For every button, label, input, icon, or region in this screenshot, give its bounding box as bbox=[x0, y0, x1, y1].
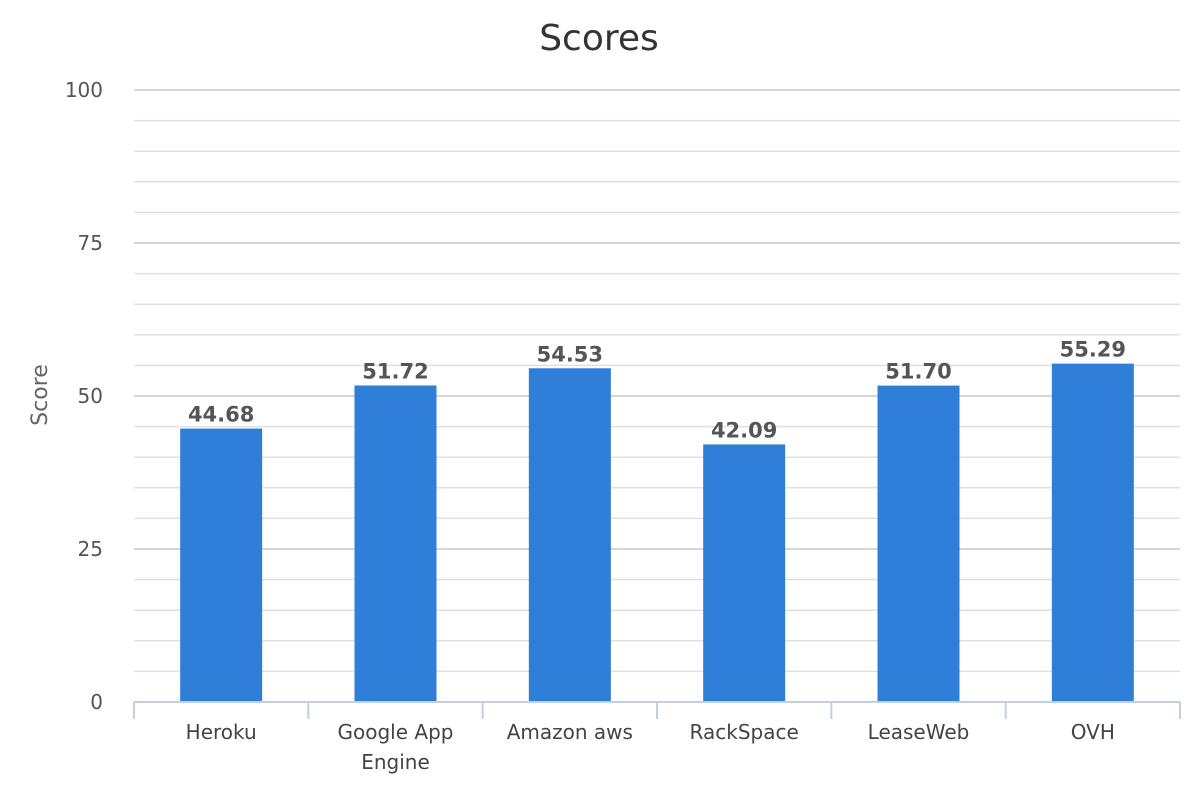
x-tick-label: Google App Engine bbox=[338, 720, 454, 774]
data-label: 42.09 bbox=[711, 418, 777, 442]
y-tick-label: 75 bbox=[78, 231, 103, 255]
x-tick-label: Heroku bbox=[186, 720, 257, 744]
data-label: 54.53 bbox=[537, 342, 603, 366]
x-tick-label: OVH bbox=[1071, 720, 1115, 744]
data-labels: 44.68 51.72 54.53 42.09 51.70 55.29 bbox=[188, 338, 1126, 443]
y-tick-label: 50 bbox=[78, 384, 103, 408]
x-axis bbox=[133, 701, 1181, 719]
y-tick-label: 0 bbox=[90, 690, 103, 714]
y-axis-ticks: 0 25 50 75 100 bbox=[65, 78, 103, 714]
bar bbox=[877, 385, 960, 702]
y-tick-label: 25 bbox=[78, 537, 103, 561]
y-tick-label: 100 bbox=[65, 78, 103, 102]
bars bbox=[180, 363, 1134, 702]
x-axis-ticks: Heroku Google App Engine Amazon aws RackSpac… bbox=[186, 720, 1115, 774]
bar bbox=[1051, 363, 1134, 702]
y-axis-label: Score bbox=[28, 364, 53, 426]
bar bbox=[180, 428, 263, 702]
data-label: 44.68 bbox=[188, 403, 254, 427]
bar bbox=[528, 368, 611, 702]
bar bbox=[354, 385, 437, 702]
chart-title: Scores bbox=[539, 18, 659, 59]
data-label: 51.72 bbox=[362, 359, 428, 383]
x-tick-label: Amazon aws bbox=[507, 720, 633, 744]
x-tick-label: LeaseWeb bbox=[868, 720, 970, 744]
grid-lines bbox=[134, 89, 1180, 673]
data-label: 55.29 bbox=[1060, 338, 1126, 362]
data-label: 51.70 bbox=[885, 360, 951, 384]
x-tick-label: RackSpace bbox=[690, 720, 799, 744]
bar bbox=[703, 444, 786, 702]
